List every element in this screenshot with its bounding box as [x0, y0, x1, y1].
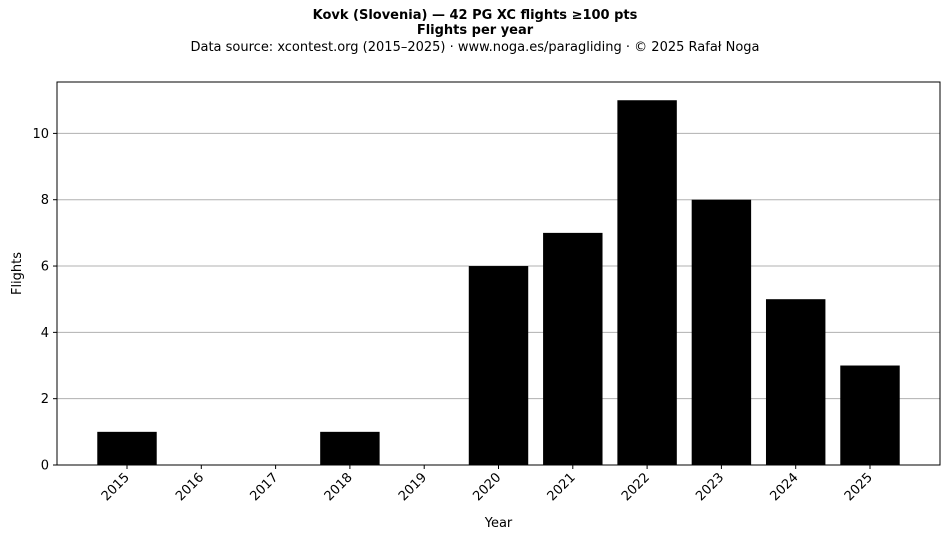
x-axis: 2015 2016 2017 2018 2019 2020 2021 2022 2023 2024…: [99, 465, 876, 504]
x-tick-label-2015: 2015: [99, 470, 133, 504]
bar-2015: [97, 431, 157, 465]
bar-2018: [320, 431, 380, 465]
chart-title-block: Kovk (Slovenia) — 42 PG XC flights ≥100 …: [0, 8, 950, 56]
bar-2021: [543, 232, 603, 465]
x-tick-label-2020: 2020: [470, 470, 504, 504]
x-tick-label-2016: 2016: [173, 470, 207, 504]
x-tick-label-2017: 2017: [247, 470, 281, 504]
bar-2022: [617, 100, 677, 465]
x-axis-label: Year: [484, 516, 513, 531]
y-axis: 0 2 4 6 8 10: [32, 127, 57, 474]
x-tick-label-2024: 2024: [768, 470, 802, 504]
chart-source-note: Data source: xcontest.org (2015–2025) · …: [190, 40, 760, 55]
bars-layer: [97, 100, 900, 465]
chart-subtitle: Flights per year: [416, 23, 534, 38]
y-tick-label: 8: [41, 193, 49, 208]
x-tick-label-2023: 2023: [693, 470, 727, 504]
y-axis-label: Flights: [10, 252, 25, 295]
y-tick-label: 2: [41, 392, 49, 407]
bar-2020: [468, 266, 529, 465]
y-tick-label: 0: [41, 459, 49, 474]
x-tick-label-2019: 2019: [396, 470, 430, 504]
bar-2025: [840, 365, 900, 465]
x-tick-label-2025: 2025: [842, 470, 876, 504]
bar-2023: [691, 199, 752, 465]
y-tick-label: 4: [41, 326, 49, 341]
bar-2024: [765, 299, 826, 465]
chart-title: Kovk (Slovenia) — 42 PG XC flights ≥100 …: [312, 8, 638, 23]
y-tick-label: 10: [32, 127, 49, 142]
x-tick-label-2018: 2018: [322, 470, 356, 504]
y-tick-label: 6: [41, 260, 49, 275]
x-tick-label-2022: 2022: [619, 470, 653, 504]
x-tick-label-2021: 2021: [545, 470, 579, 504]
